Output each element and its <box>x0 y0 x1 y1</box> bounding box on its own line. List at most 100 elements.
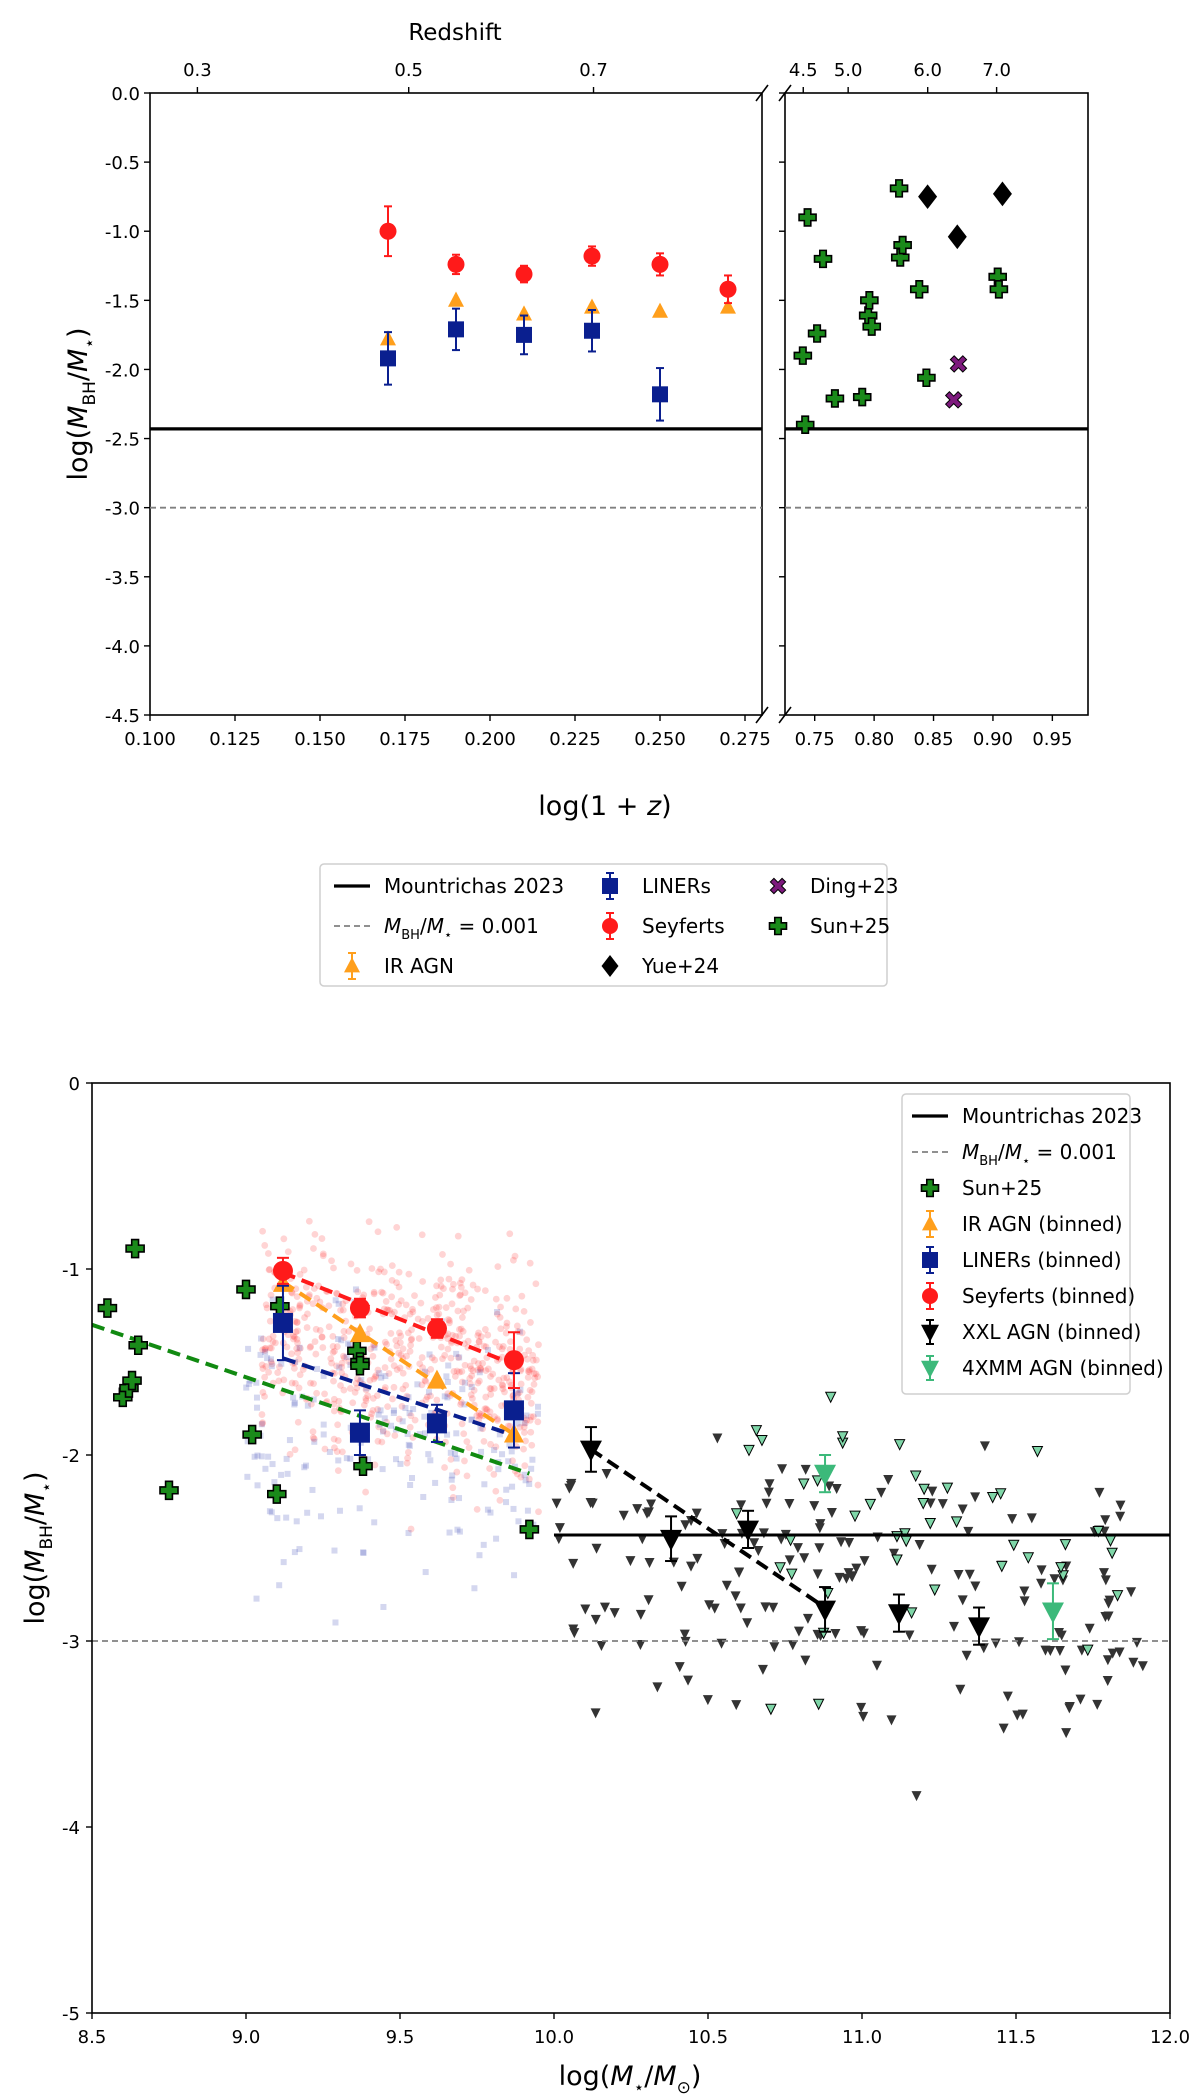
xmm-source-point <box>785 1568 798 1581</box>
liner-source-point <box>510 1505 517 1512</box>
seyfert-source-point <box>328 1359 335 1367</box>
liner-source-point <box>360 1549 367 1556</box>
seyfert-binned-point <box>272 1260 293 1281</box>
seyfert-source-point <box>525 1475 533 1483</box>
liner-source-point <box>523 1412 530 1419</box>
liner-source-point <box>253 1394 260 1401</box>
liner-source-point <box>432 1479 439 1486</box>
liner-source-point <box>376 1370 383 1377</box>
seyfert-source-point <box>449 1285 456 1293</box>
liner-source-point <box>320 1431 327 1438</box>
seyfert-source-point <box>457 1283 465 1291</box>
liner-point <box>380 350 396 367</box>
legend-marker <box>921 1360 939 1378</box>
liner-source-point <box>524 1507 531 1514</box>
seyfert-source-point <box>441 1464 448 1471</box>
liner-source-point <box>528 1465 535 1472</box>
x-tick-label: 9.5 <box>386 2027 415 2048</box>
seyfert-source-point <box>480 1342 488 1350</box>
seyfert-source-point <box>479 1359 486 1367</box>
liner-source-point <box>445 1362 452 1369</box>
top-left-plot-frame <box>149 92 763 716</box>
xxl-source-point <box>753 1545 764 1556</box>
seyfert-source-point <box>486 1465 493 1472</box>
seyfert-source-point <box>526 1386 534 1394</box>
seyfert-source-point <box>517 1473 525 1481</box>
seyfert-source-point <box>492 1487 500 1495</box>
seyfert-source-point <box>353 1384 361 1392</box>
legend-marker <box>921 1324 939 1342</box>
liner-source-point <box>399 1418 406 1425</box>
xxl-source-point <box>735 1603 746 1614</box>
seyfert-source-point <box>397 1351 405 1359</box>
seyfert-source-point <box>524 1393 532 1401</box>
seyfert-source-point <box>352 1379 360 1387</box>
x-tick-label: 0.125 <box>209 729 261 750</box>
seyfert-source-point <box>490 1385 498 1392</box>
liner-source-point <box>310 1396 317 1403</box>
xxl-source-point <box>635 1609 646 1620</box>
legend-label: IR AGN (binned) <box>962 1212 1123 1236</box>
seyfert-source-point <box>530 1381 538 1388</box>
xxl-source-point <box>784 1498 795 1509</box>
x-tick-label: 0.200 <box>464 729 516 750</box>
legend-item: LINERs <box>602 872 711 900</box>
seyfert-source-point <box>392 1337 400 1344</box>
xxl-source-point <box>1036 1565 1047 1576</box>
seyfert-source-point <box>369 1352 377 1360</box>
liner-source-point <box>304 1402 311 1409</box>
xxl-source-point <box>925 1498 936 1509</box>
xmm-source-point <box>900 1535 913 1548</box>
seyfert-source-point <box>406 1310 414 1318</box>
seyfert-source-point <box>463 1438 471 1445</box>
seyfert-source-point <box>534 1481 542 1489</box>
xxl-source-point <box>568 1624 579 1635</box>
seyfert-source-point <box>458 1276 466 1284</box>
seyfert-source-point <box>374 1405 382 1413</box>
seyfert-source-point <box>311 1338 319 1345</box>
xxl-source-point <box>784 1555 795 1566</box>
ir-agn-point <box>720 298 736 314</box>
seyfert-source-point <box>265 1266 273 1274</box>
x-tick-label: 12.0 <box>1150 2027 1190 2048</box>
seyfert-source-point <box>396 1339 404 1347</box>
seyfert-source-point <box>453 1367 461 1375</box>
xxl-binned-point <box>737 1520 760 1542</box>
seyfert-source-point <box>436 1291 444 1299</box>
legend-label: Mountrichas 2023 <box>962 1104 1142 1128</box>
seyfert-source-point <box>510 1256 517 1264</box>
ir-agn-point <box>448 291 464 307</box>
seyfert-source-point <box>303 1324 311 1331</box>
xmm-source-point <box>750 1425 763 1437</box>
liner-source-point <box>529 1456 536 1463</box>
seyfert-source-point <box>465 1444 473 1452</box>
sun25-point <box>893 235 912 255</box>
xmm-source-point <box>905 1607 918 1620</box>
seyfert-source-point <box>482 1405 490 1413</box>
xxl-source-point <box>1098 1568 1109 1579</box>
seyfert-source-point <box>396 1329 403 1337</box>
xxl-source-point <box>646 1499 657 1510</box>
xxl-source-point <box>856 1626 867 1637</box>
xmm-source-point <box>756 1434 768 1447</box>
seyfert-source-point <box>418 1381 426 1389</box>
liner-source-point <box>407 1482 414 1489</box>
xxl-source-point <box>679 1629 690 1640</box>
seyfert-source-point <box>294 1349 302 1357</box>
liner-source-point <box>265 1453 272 1460</box>
seyfert-source-point <box>458 1368 466 1375</box>
ir-agn-fit-line <box>281 1280 519 1439</box>
seyfert-source-point <box>407 1341 415 1349</box>
liner-source-point <box>380 1428 387 1435</box>
seyfert-source-point <box>262 1344 269 1352</box>
seyfert-source-point <box>407 1412 415 1420</box>
liner-source-point <box>278 1360 285 1367</box>
sun25-point <box>860 291 879 310</box>
seyfert-source-point <box>265 1335 273 1343</box>
seyfert-source-point <box>427 1392 434 1400</box>
liner-source-point <box>296 1546 303 1553</box>
seyfert-source-point <box>330 1395 338 1403</box>
liner-source-point <box>443 1373 450 1380</box>
seyfert-source-point <box>366 1376 374 1384</box>
liner-source-point <box>426 1351 433 1358</box>
